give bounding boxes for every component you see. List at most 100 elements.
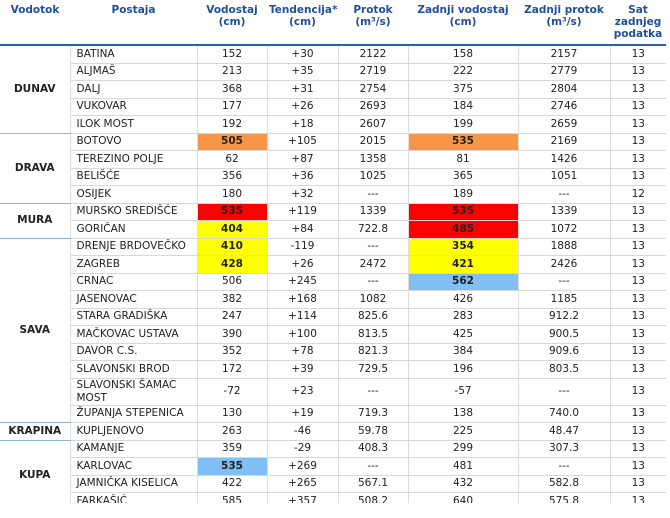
value-cell: 356 [196, 168, 267, 186]
value-cell: 1072 [517, 220, 610, 239]
value-cell: 13 [609, 308, 666, 326]
table-body: DUNAV BATINA 152 +30 2122 158 2157 13 ALJMAŠ 213 +… [0, 44, 666, 503]
station-row: JAMNIČKA KISELICA 422 +265 567.1 432 582.8 13 [0, 475, 666, 493]
value-cell: 428 [196, 255, 267, 274]
value-cell: 535 [196, 457, 267, 476]
value-cell: 2169 [517, 133, 610, 151]
station-cell: BOTOVO [69, 133, 197, 151]
value-cell: 13 [609, 378, 666, 406]
value-cell: 354 [407, 238, 518, 256]
station-cell: STARA GRADIŠKA [69, 308, 197, 326]
value-cell: 2693 [337, 98, 408, 116]
value-cell: 722.8 [337, 220, 408, 239]
river-cell: DUNAV [0, 44, 70, 134]
value-cell: 508.2 [337, 492, 408, 503]
value-cell: 1358 [337, 150, 408, 169]
value-cell: 535 [407, 203, 518, 221]
station-cell: OSIJEK [69, 185, 197, 204]
header-unit: (m³/s) [355, 16, 391, 28]
value-cell: +36 [266, 168, 338, 186]
value-cell: 199 [407, 115, 518, 134]
column-header: Vodostaj (cm) [197, 0, 267, 46]
value-cell: 299 [407, 440, 518, 458]
value-cell: +265 [266, 475, 338, 493]
value-cell: 225 [407, 422, 518, 441]
value-cell: 585 [196, 492, 267, 503]
value-cell: 13 [609, 220, 666, 239]
column-header: Sat zadnjeg podatka [610, 0, 666, 46]
value-cell: 2472 [337, 255, 408, 274]
station-row: DAVOR C.S. 352 +78 821.3 384 909.6 13 [0, 343, 666, 361]
value-cell: +19 [266, 405, 338, 423]
value-cell: -72 [196, 378, 267, 406]
value-cell: 375 [407, 80, 518, 99]
station-row: KRAPINA KUPLJENOVO 263 -46 59.78 225 48.47 13 [0, 422, 666, 441]
value-cell: 729.5 [337, 360, 408, 379]
station-cell: ZAGREB [69, 255, 197, 274]
value-cell: 813.5 [337, 325, 408, 344]
column-header: Zadnji vodostaj (cm) [408, 0, 518, 46]
value-cell: 13 [609, 343, 666, 361]
value-cell: --- [517, 457, 610, 476]
station-row: TEREZINO POLJE 62 +87 1358 81 1426 13 [0, 150, 666, 169]
value-cell: 62 [196, 150, 267, 169]
station-cell: DRENJE BRDOVEČKO [69, 238, 197, 256]
value-cell: 189 [407, 185, 518, 204]
value-cell: +114 [266, 308, 338, 326]
station-row: STARA GRADIŠKA 247 +114 825.6 283 912.2 13 [0, 308, 666, 326]
value-cell: 2607 [337, 115, 408, 134]
value-cell: 421 [407, 255, 518, 274]
value-cell: 13 [609, 63, 666, 81]
value-cell: 2157 [517, 45, 610, 64]
value-cell: 13 [609, 80, 666, 99]
table-wrap: Vodotok Postaja Vodostaj (cm) Tendencija* (cm… [0, 0, 666, 503]
station-row: SLAVONSKI ŠAMAC MOST -72 +23 --- -57 --- 13 [0, 378, 666, 406]
value-cell: 359 [196, 440, 267, 458]
value-cell: 13 [609, 325, 666, 344]
value-cell: +78 [266, 343, 338, 361]
station-cell: MURSKO SREDIŠĆE [69, 203, 197, 221]
value-cell: --- [337, 238, 408, 256]
value-cell: 505 [196, 133, 267, 151]
station-cell: BATINA [69, 45, 197, 64]
value-cell: 177 [196, 98, 267, 116]
station-cell: VUKOVAR [69, 98, 197, 116]
station-row: DALJ 368 +31 2754 375 2804 13 [0, 80, 666, 99]
station-row: FARKAŠIĆ 585 +357 508.2 640 575.8 13 [0, 492, 666, 503]
station-row: BELIŠĆE 356 +36 1025 365 1051 13 [0, 168, 666, 186]
value-cell: 485 [407, 220, 518, 239]
value-cell: 390 [196, 325, 267, 344]
station-row: MURA MURSKO SREDIŠĆE 535 +119 1339 535 1339 13 [0, 202, 666, 239]
station-row: ŽUPANJA STEPENICA 130 +19 719.3 138 740.0 13 [0, 405, 666, 423]
value-cell: 13 [609, 457, 666, 476]
value-cell: 13 [609, 422, 666, 441]
station-cell: KUPLJENOVO [69, 422, 197, 441]
header-label: Vodostaj [206, 4, 258, 16]
station-row: CRNAC 506 +245 --- 562 --- 13 [0, 273, 666, 291]
station-cell: SLAVONSKI BROD [69, 360, 197, 379]
value-cell: 365 [407, 168, 518, 186]
value-cell: 408.3 [337, 440, 408, 458]
river-cell: KUPA [0, 439, 70, 503]
value-cell: --- [337, 378, 408, 406]
value-cell: +119 [266, 203, 338, 221]
station-cell: KARLOVAC [69, 457, 197, 476]
station-cell: ALJMAŠ [69, 63, 197, 81]
station-row: DUNAV BATINA 152 +30 2122 158 2157 13 [0, 44, 666, 134]
value-cell: +245 [266, 273, 338, 291]
value-cell: 13 [609, 405, 666, 423]
header-unit: (cm) [218, 16, 246, 28]
header-row: Vodotok Postaja Vodostaj (cm) Tendencija* (cm… [0, 0, 666, 46]
value-cell: 432 [407, 475, 518, 493]
value-cell: 425 [407, 325, 518, 344]
value-cell: +87 [266, 150, 338, 169]
river-cell: KRAPINA [0, 422, 70, 441]
value-cell: +35 [266, 63, 338, 81]
value-cell: 283 [407, 308, 518, 326]
value-cell: 422 [196, 475, 267, 493]
value-cell: 196 [407, 360, 518, 379]
value-cell: 821.3 [337, 343, 408, 361]
value-cell: 13 [609, 203, 666, 221]
station-row: SLAVONSKI BROD 172 +39 729.5 196 803.5 13 [0, 360, 666, 379]
value-cell: 2122 [337, 45, 408, 64]
